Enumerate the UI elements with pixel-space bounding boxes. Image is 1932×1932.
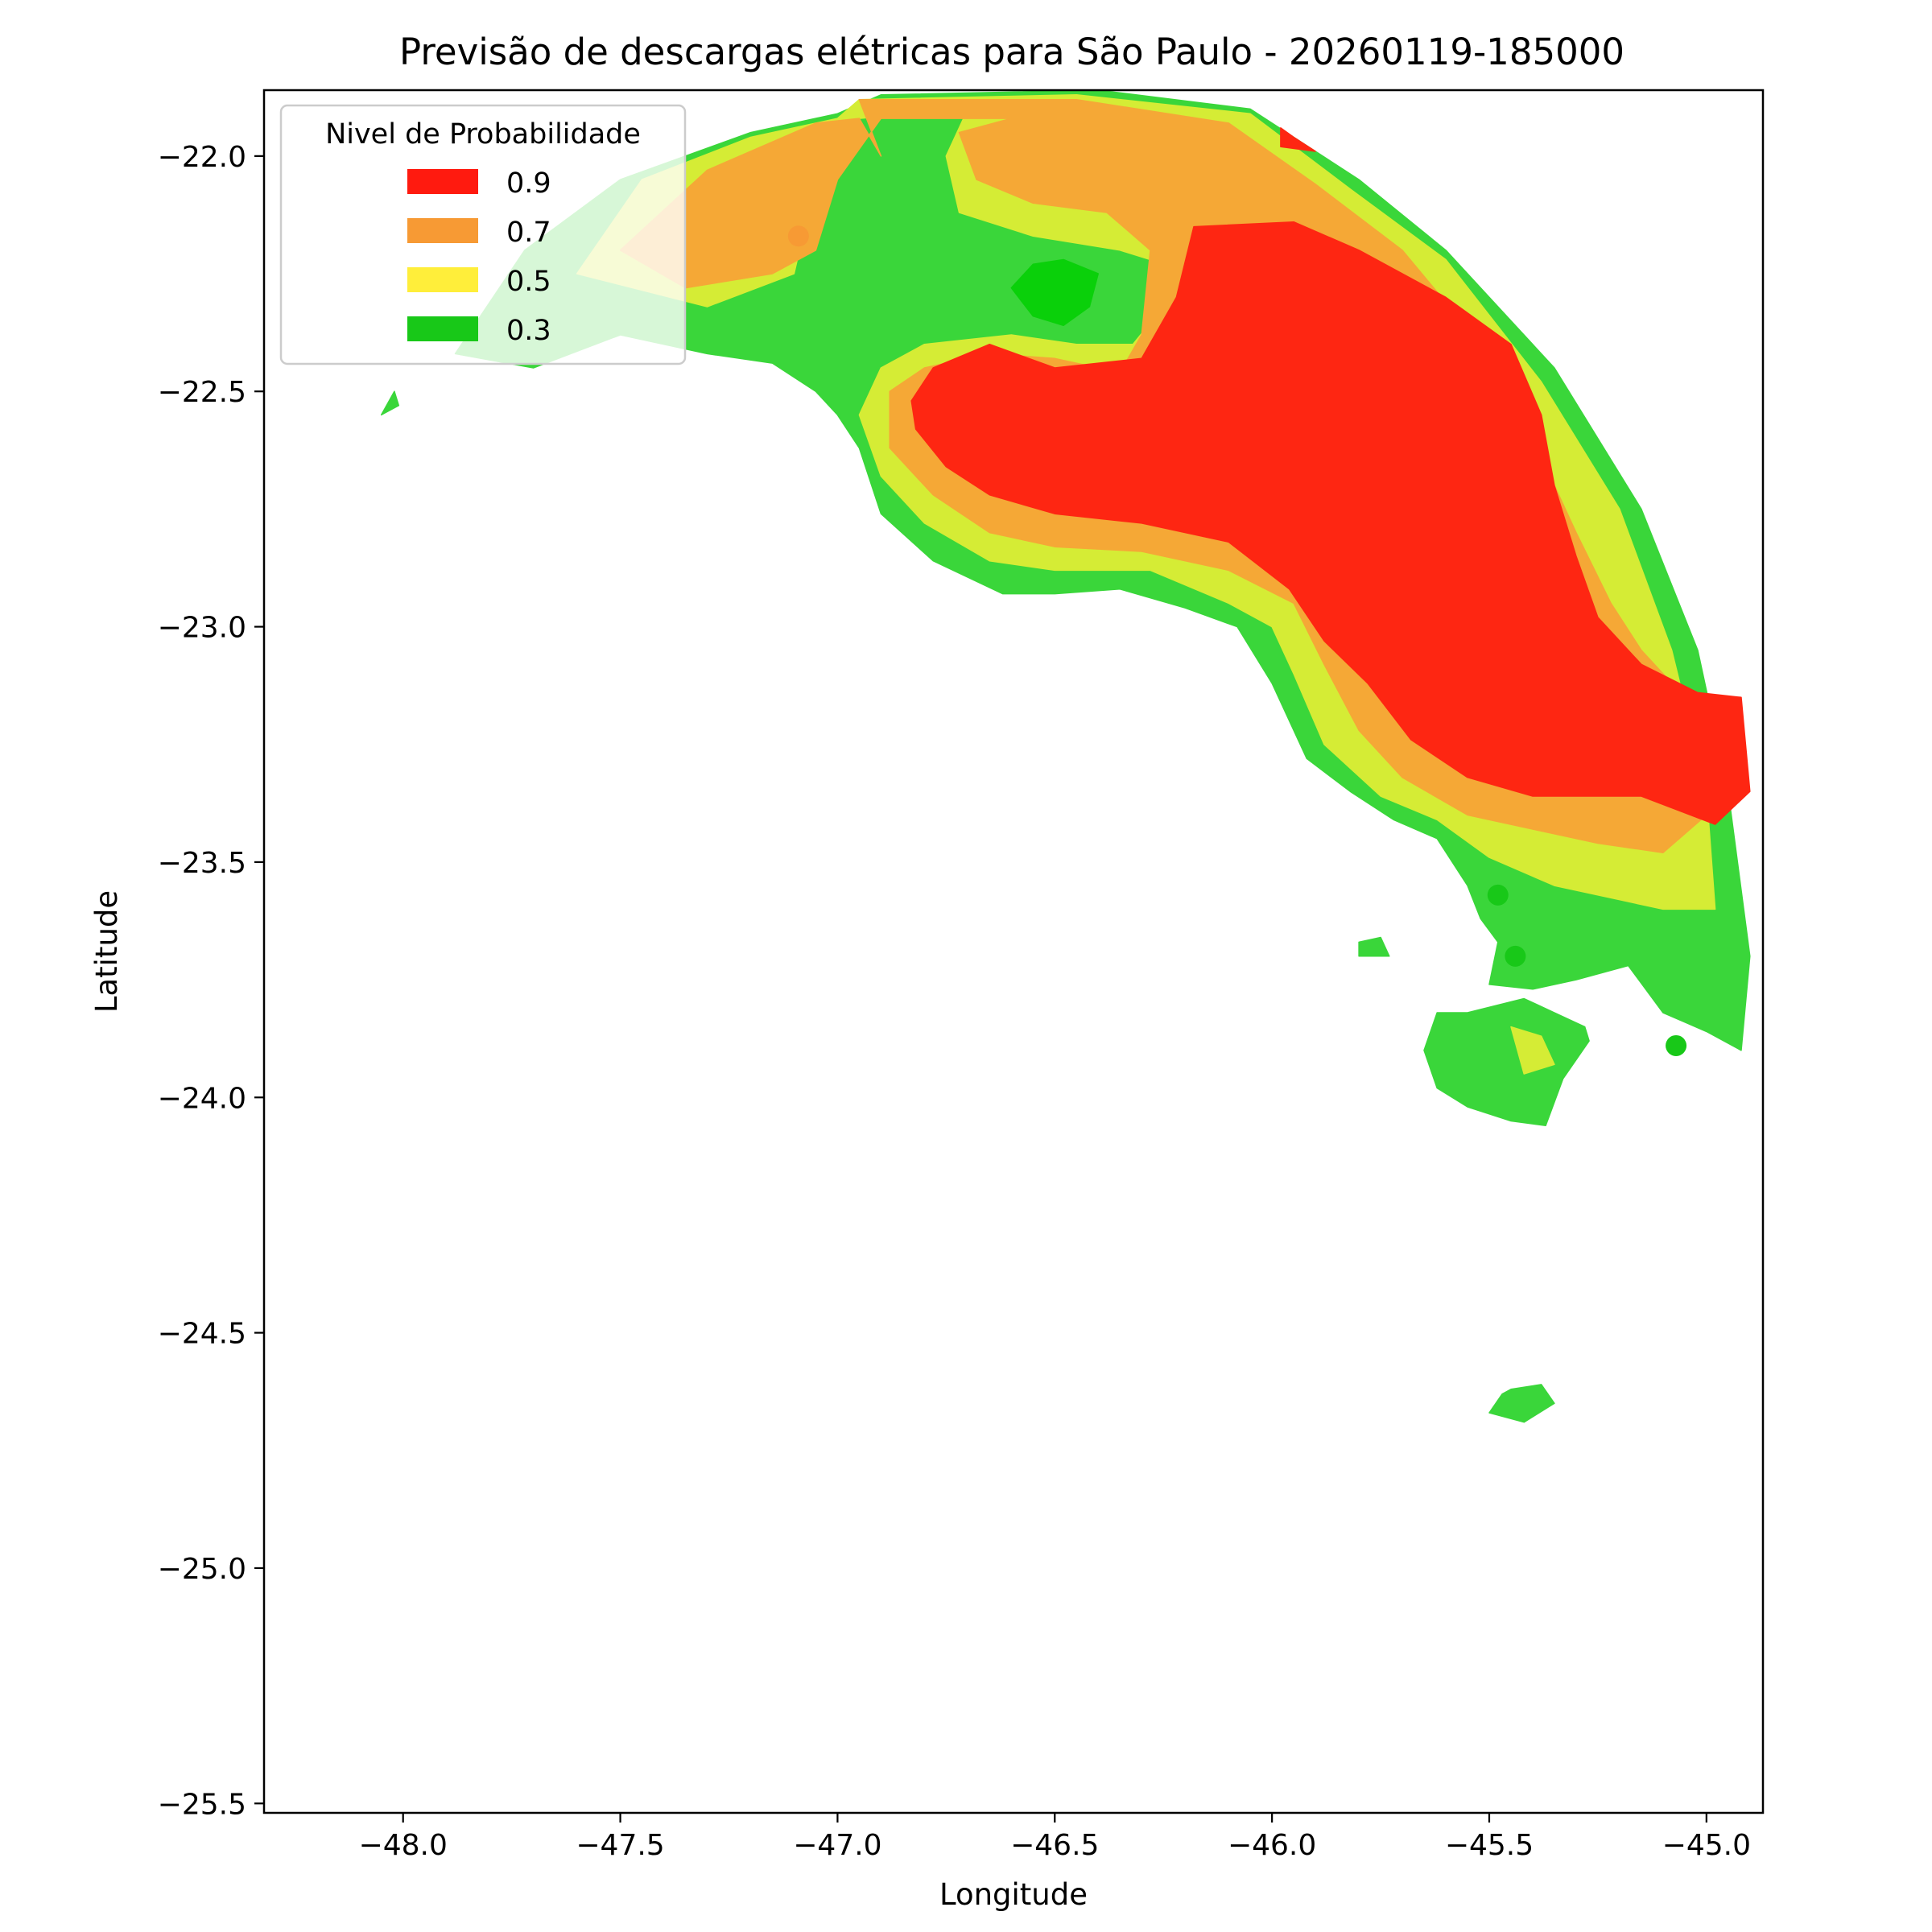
y-tick-label-0: −22.0: [158, 141, 246, 174]
y-axis: −22.0 −22.5 −23.0 −23.5 −24.0 −24.5 −25.0 −25.5: [158, 141, 264, 1821]
contour-region-03-0-3: [1358, 936, 1390, 957]
y-tick-label-5: −24.5: [158, 1318, 246, 1351]
x-tick-label-6: −45.0: [1662, 1829, 1751, 1862]
contour-region-03-0-1: [1423, 997, 1590, 1127]
legend-swatch-03: [407, 316, 478, 341]
legend-label-07: 0.7: [506, 217, 551, 249]
legend: Nivel de Probabilidade 0.9 0.7 0.5 0.3: [279, 104, 687, 365]
y-tick-label-3: −23.5: [158, 847, 246, 880]
y-tick-label-1: −22.5: [158, 376, 246, 409]
legend-title: Nivel de Probabilidade: [325, 118, 641, 151]
contour-region-03-4-0: [1010, 258, 1099, 327]
legend-label-09: 0.9: [506, 167, 551, 200]
y-tick-label-4: −24.0: [158, 1082, 246, 1115]
x-axis: −48.0 −47.5 −47.0 −46.5 −46.0 −45.5 −45.0: [359, 1813, 1751, 1862]
y-axis-label: Latitude: [89, 890, 124, 1013]
legend-swatch-07: [407, 218, 478, 243]
legend-swatch-09: [407, 169, 478, 194]
point-marker-0: [787, 225, 809, 247]
y-tick-label-6: −25.0: [158, 1553, 246, 1586]
legend-box: [279, 104, 687, 365]
x-tick-label-1: −47.5: [576, 1829, 664, 1862]
contour-region-09-3-1: [1280, 127, 1316, 152]
marker-layer: [787, 225, 1687, 1056]
contour-layer: [380, 90, 1751, 1423]
legend-swatch-05: [407, 267, 478, 292]
contour-region-09-3-0: [910, 221, 1751, 825]
x-tick-label-5: −45.5: [1445, 1829, 1534, 1862]
x-tick-label-4: −46.0: [1228, 1829, 1316, 1862]
x-axis-label: Longitude: [939, 1877, 1088, 1912]
point-marker-2: [1505, 945, 1526, 967]
plot-frame: [262, 89, 1765, 1814]
legend-label-03: 0.3: [506, 315, 551, 347]
x-tick-label-2: −47.0: [793, 1829, 881, 1862]
y-tick-label-2: −23.0: [158, 612, 246, 645]
point-marker-3: [1666, 1034, 1687, 1056]
contour-region-03-0-2: [1488, 1384, 1555, 1423]
point-marker-1: [1487, 884, 1509, 906]
x-tick-label-0: −48.0: [359, 1829, 448, 1862]
legend-label-05: 0.5: [506, 266, 551, 298]
x-tick-label-3: −46.5: [1010, 1829, 1099, 1862]
contour-region-03-0-4: [380, 390, 400, 416]
contour-region-05-1-1: [1510, 1026, 1555, 1075]
y-tick-label-7: −25.5: [158, 1788, 246, 1821]
chart-title: Previsão de descargas elétricas para São…: [399, 31, 1624, 73]
